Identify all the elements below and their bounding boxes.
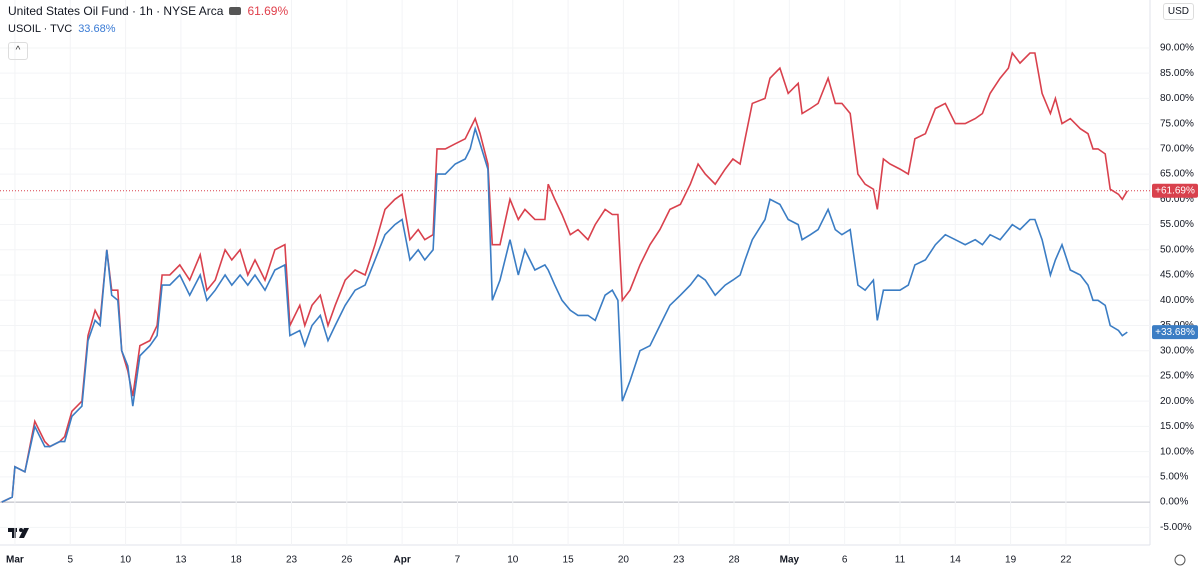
tv-logo (8, 528, 29, 538)
x-tick-label: 11 (895, 555, 906, 566)
y-tick-label: 90.00% (1160, 43, 1194, 54)
x-tick-label: 5 (67, 555, 73, 566)
title-value: 61.69% (247, 4, 289, 18)
collapse-button[interactable]: ^ (8, 42, 28, 60)
compare-symbol: USOIL · TVC (8, 23, 73, 35)
x-tick-label: Apr (394, 555, 411, 566)
y-tick-label: 25.00% (1160, 371, 1194, 382)
grid (0, 0, 1150, 545)
settings-icon[interactable] (1174, 554, 1186, 566)
x-tick-label: 14 (950, 555, 962, 566)
y-tick-label: 15.00% (1160, 421, 1194, 432)
y-tick-label: 55.00% (1160, 219, 1194, 230)
y-tick-label: 20.00% (1160, 396, 1194, 407)
y-tick-label: 60.00% (1160, 194, 1194, 205)
x-tick-label: 19 (1005, 555, 1017, 566)
symbol-title: United States Oil Fund · 1h · NYSE Arca (8, 4, 224, 18)
x-tick-label: 18 (231, 555, 243, 566)
main-legend: United States Oil Fund · 1h · NYSE Arca … (8, 4, 288, 18)
y-tick-label: 70.00% (1160, 144, 1194, 155)
series-line (1, 125, 1128, 503)
x-tick-label: May (780, 555, 800, 566)
y-tick-label: 5.00% (1160, 472, 1188, 483)
x-tick-label: 10 (507, 555, 519, 566)
x-tick-label: 10 (120, 555, 132, 566)
y-tick-label: 65.00% (1160, 169, 1194, 180)
x-tick-label: 20 (618, 555, 630, 566)
x-tick-label: Mar (6, 555, 24, 566)
y-tick-label: 45.00% (1160, 270, 1194, 281)
y-tick-label: 0.00% (1160, 497, 1188, 508)
last-value-label: +61.69% (1155, 185, 1195, 196)
x-tick-label: 26 (341, 555, 353, 566)
currency-button[interactable]: USD (1162, 3, 1194, 20)
last-value-label: +33.68% (1155, 327, 1195, 338)
x-tick-label: 13 (175, 555, 187, 566)
x-tick-label: 23 (286, 555, 298, 566)
x-tick-label: 7 (455, 555, 461, 566)
last-value-badge (1152, 183, 1198, 198)
y-tick-label: 40.00% (1160, 295, 1194, 306)
y-tick-label: 80.00% (1160, 93, 1194, 104)
x-tick-label: 6 (842, 555, 848, 566)
series-line (1, 51, 1128, 503)
x-tick-label: 28 (728, 555, 740, 566)
y-tick-label: 85.00% (1160, 68, 1194, 79)
chip (229, 7, 242, 15)
y-tick-label: 75.00% (1160, 118, 1194, 129)
x-tick-label: 15 (563, 555, 575, 566)
y-tick-label: 10.00% (1160, 446, 1194, 457)
x-tick-label: 22 (1060, 555, 1072, 566)
y-tick-label: 30.00% (1160, 345, 1194, 356)
y-tick-label: 50.00% (1160, 244, 1194, 255)
y-tick-label: -5.00% (1160, 522, 1192, 533)
compare-value: 33.68% (78, 23, 116, 35)
compare-legend: USOIL · TVC 33.68% (8, 23, 116, 35)
last-value-badge (1152, 325, 1198, 340)
x-tick-label: 23 (673, 555, 685, 566)
